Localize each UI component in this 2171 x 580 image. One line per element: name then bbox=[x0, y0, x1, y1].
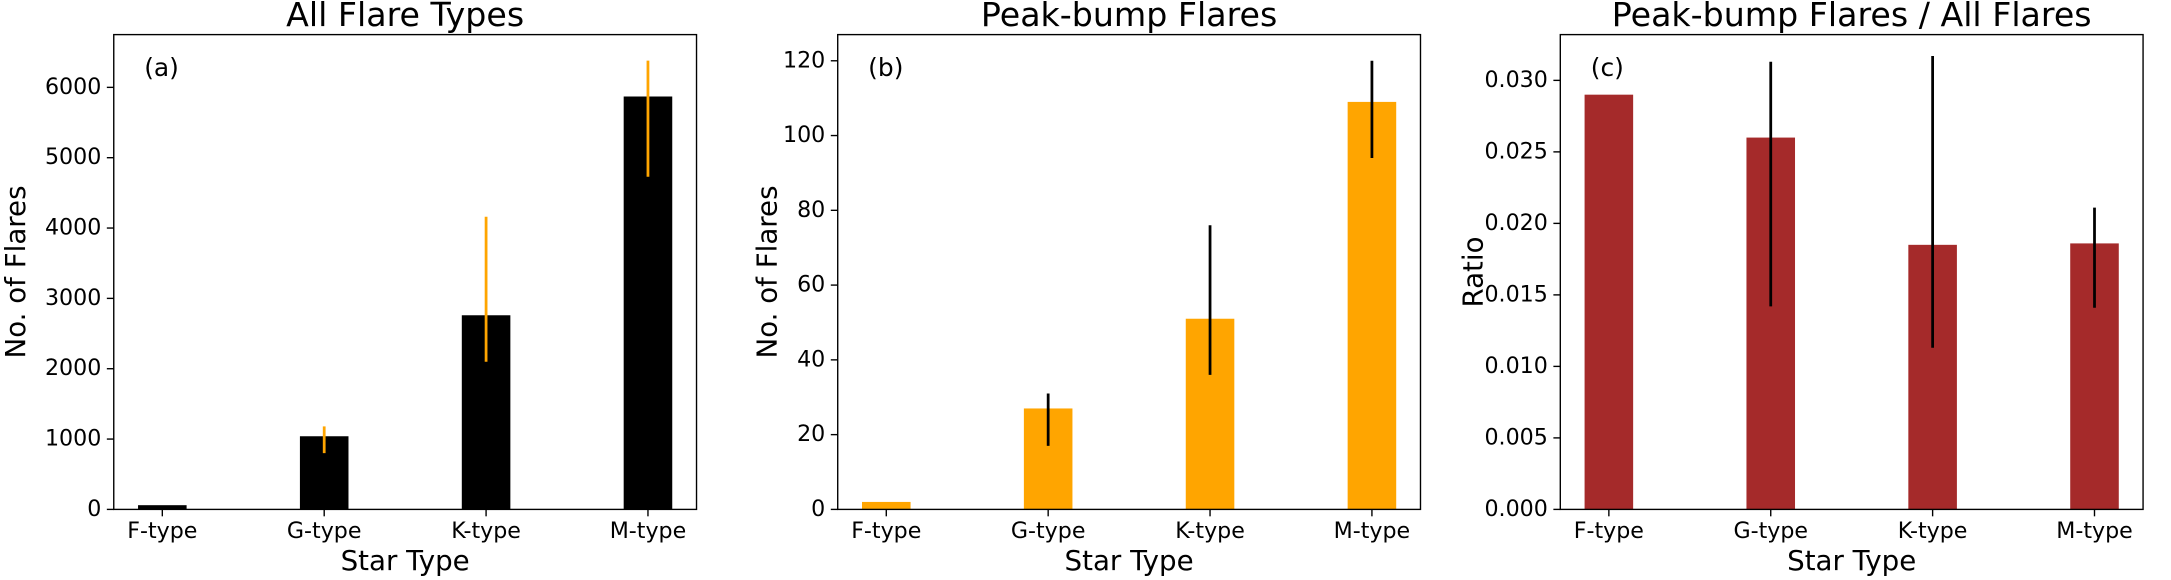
y-axis-label: No. of Flares bbox=[751, 186, 784, 359]
plot-frame bbox=[1559, 33, 2144, 511]
plot-frame bbox=[113, 33, 698, 511]
y-tick-label: 80 bbox=[797, 197, 825, 223]
y-tick-label: 60 bbox=[797, 272, 825, 298]
x-tick-label: M-type bbox=[2056, 518, 2133, 544]
y-tick-label: 2000 bbox=[45, 355, 101, 381]
x-tick-label: F-type bbox=[127, 518, 197, 544]
y-tick-label: 3000 bbox=[45, 285, 101, 311]
x-tick-label: F-type bbox=[1574, 518, 1644, 544]
y-tick-label: 40 bbox=[797, 346, 825, 372]
y-tick-label: 1000 bbox=[45, 426, 101, 452]
y-tick-label: 100 bbox=[783, 122, 825, 148]
x-tick-label: F-type bbox=[851, 518, 921, 544]
x-axis-label: Star Type bbox=[1065, 544, 1194, 577]
bar bbox=[1584, 94, 1634, 510]
y-tick-label: 6000 bbox=[45, 74, 101, 100]
x-axis-label: Star Type bbox=[341, 544, 470, 577]
y-tick-label: 0 bbox=[87, 496, 101, 522]
plot-frame bbox=[837, 33, 1422, 511]
bar bbox=[1347, 101, 1397, 510]
y-tick-label: 120 bbox=[783, 47, 825, 73]
y-tick-label: 20 bbox=[797, 421, 825, 447]
x-axis-label: Star Type bbox=[1787, 544, 1916, 577]
chart-title: Peak-bump Flares / All Flares bbox=[1612, 0, 2092, 34]
y-tick-label: 0.020 bbox=[1484, 210, 1547, 236]
y-tick-label: 0.015 bbox=[1484, 281, 1547, 307]
x-tick-label: G-type bbox=[1011, 518, 1086, 544]
bar bbox=[862, 501, 911, 510]
y-tick-label: 0.005 bbox=[1484, 424, 1547, 450]
y-tick-label: 4000 bbox=[45, 215, 101, 241]
bar bbox=[138, 505, 187, 510]
y-axis-label: No. of Flares bbox=[0, 186, 32, 359]
x-tick-label: K-type bbox=[1898, 518, 1968, 544]
x-tick-label: M-type bbox=[1334, 518, 1411, 544]
x-tick-label: K-type bbox=[451, 518, 521, 544]
y-tick-label: 0.010 bbox=[1484, 353, 1547, 379]
y-tick-label: 5000 bbox=[45, 144, 101, 170]
y-tick-label: 0.025 bbox=[1484, 138, 1547, 164]
panel-label: (a) bbox=[144, 53, 179, 82]
y-tick-label: 0.000 bbox=[1484, 496, 1547, 522]
x-tick-label: G-type bbox=[1733, 518, 1808, 544]
y-axis-label: Ratio bbox=[1456, 236, 1489, 307]
panel-label: (c) bbox=[1591, 53, 1624, 82]
chart-title: All Flare Types bbox=[286, 0, 524, 34]
y-tick-label: 0.030 bbox=[1484, 67, 1547, 93]
chart-title: Peak-bump Flares bbox=[981, 0, 1277, 34]
panel-label: (b) bbox=[868, 53, 903, 82]
x-tick-label: M-type bbox=[610, 518, 687, 544]
y-tick-label: 0 bbox=[811, 496, 825, 522]
x-tick-label: G-type bbox=[287, 518, 362, 544]
x-tick-label: K-type bbox=[1175, 518, 1245, 544]
